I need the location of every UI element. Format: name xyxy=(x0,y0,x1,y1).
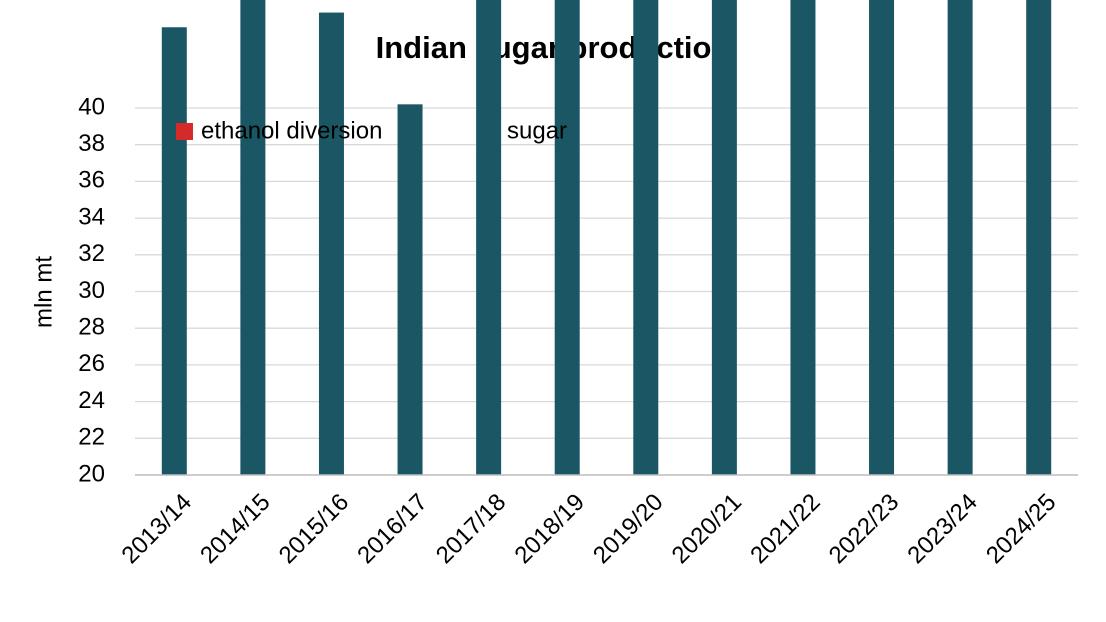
y-tick-label: 40 xyxy=(78,93,105,120)
bar-segment xyxy=(869,0,895,476)
x-tick-label: 2013/14 xyxy=(117,489,197,569)
y-tick-label: 26 xyxy=(78,350,105,377)
x-tick-label: 2017/18 xyxy=(431,489,511,569)
x-tick-label: 2018/19 xyxy=(509,489,589,569)
bar-segment xyxy=(476,0,502,475)
y-tick-label: 30 xyxy=(78,277,105,304)
bar-segment xyxy=(240,0,266,475)
y-tick-label: 28 xyxy=(78,314,105,341)
bar-segment xyxy=(633,0,659,476)
x-tick-label: 2019/20 xyxy=(588,489,668,569)
bar-segment xyxy=(947,0,973,476)
legend-swatch xyxy=(176,123,193,140)
bar-segment xyxy=(318,12,344,476)
y-tick-label: 20 xyxy=(78,460,105,487)
legend-swatch xyxy=(482,123,499,140)
y-tick-label: 22 xyxy=(78,424,105,451)
bar-segment xyxy=(1026,0,1052,476)
x-tick-label: 2016/17 xyxy=(352,489,432,569)
y-tick-label: 38 xyxy=(78,130,105,157)
bar-segment xyxy=(711,0,737,475)
bar-segment xyxy=(161,27,187,475)
y-tick-label: 24 xyxy=(78,387,105,414)
x-tick-label: 2014/15 xyxy=(195,489,275,569)
x-tick-label: 2023/24 xyxy=(902,489,982,569)
y-axis-label: mln mt xyxy=(30,256,57,328)
bar-segment xyxy=(790,0,816,475)
y-tick-label: 34 xyxy=(78,203,105,230)
legend-label: ethanol diversion xyxy=(201,117,382,144)
y-tick-label: 36 xyxy=(78,167,105,194)
x-tick-label: 2021/22 xyxy=(745,489,825,569)
chart-title: Indian sugar production xyxy=(376,30,731,65)
x-tick-label: 2020/21 xyxy=(667,489,747,569)
legend-label: sugar xyxy=(507,117,567,144)
x-tick-label: 2024/25 xyxy=(981,489,1061,569)
x-tick-label: 2022/23 xyxy=(824,489,904,569)
y-tick-label: 32 xyxy=(78,240,105,267)
x-tick-label: 2015/16 xyxy=(274,489,354,569)
bar-segment xyxy=(397,104,423,475)
bar-segment xyxy=(554,0,580,475)
